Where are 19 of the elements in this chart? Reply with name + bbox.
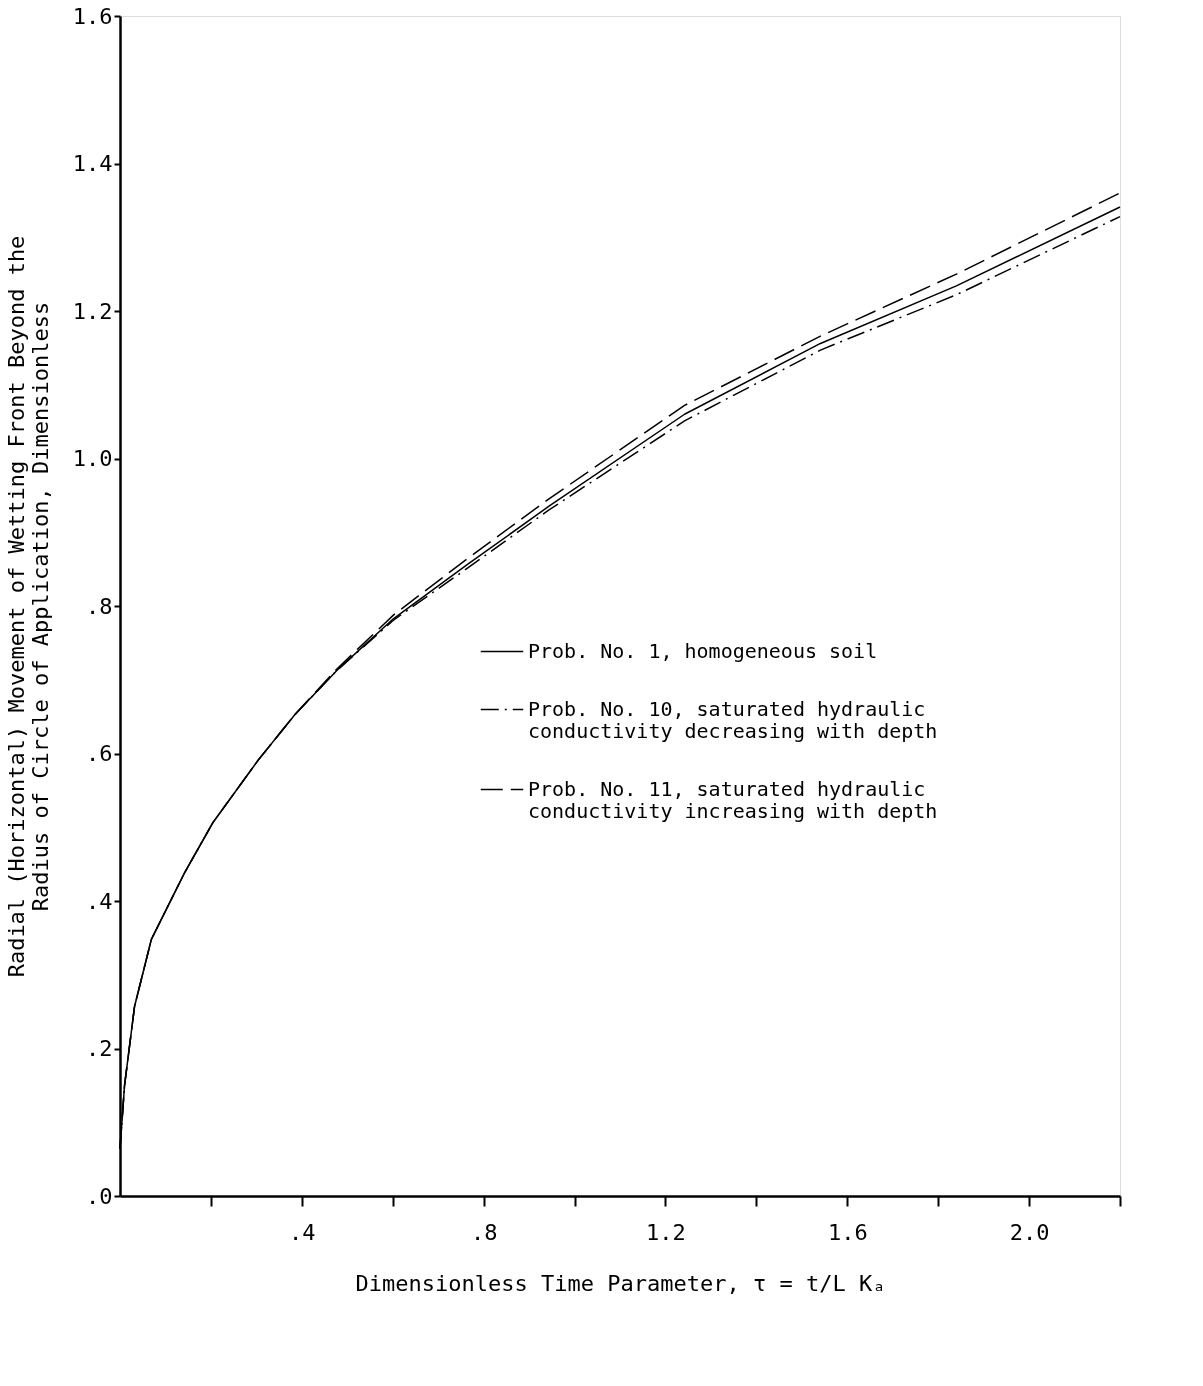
y-tick-label: .8	[86, 593, 113, 619]
legend-label: Prob. No. 1, homogeneous soil	[528, 638, 878, 663]
legend-label: Prob. No. 10, saturated hydraulic conductivity decreasing with depth	[528, 696, 938, 743]
y-tick-label: .2	[86, 1036, 113, 1061]
x-tick-label: 2.0	[1009, 1219, 1050, 1245]
legend-label: Prob. No. 11, saturated hydraulic conductivity increasing with depth	[528, 776, 938, 823]
y-tick-label: 1.2	[72, 298, 113, 324]
x-axis-title: Dimensionless Time Parameter, τ = t/L Kₐ	[355, 1270, 886, 1296]
y-tick-label: 1.4	[72, 151, 113, 176]
y-tick-label: .4	[86, 888, 113, 914]
x-tick-label: .4	[289, 1219, 316, 1245]
x-tick-label: .8	[470, 1219, 498, 1245]
x-tick-label: 1.2	[646, 1219, 686, 1245]
x-tick-label: 1.6	[827, 1219, 868, 1245]
y-tick-label: .0	[86, 1183, 113, 1209]
y-tick-label: 1.6	[72, 3, 113, 29]
y-tick-label: 1.0	[72, 446, 113, 471]
y-tick-label: .6	[86, 741, 113, 766]
y-axis-title: Radial (Horizontal) Movement of Wetting Front Beyond the Radius of Circle of Application, Dimensionless	[3, 235, 53, 978]
